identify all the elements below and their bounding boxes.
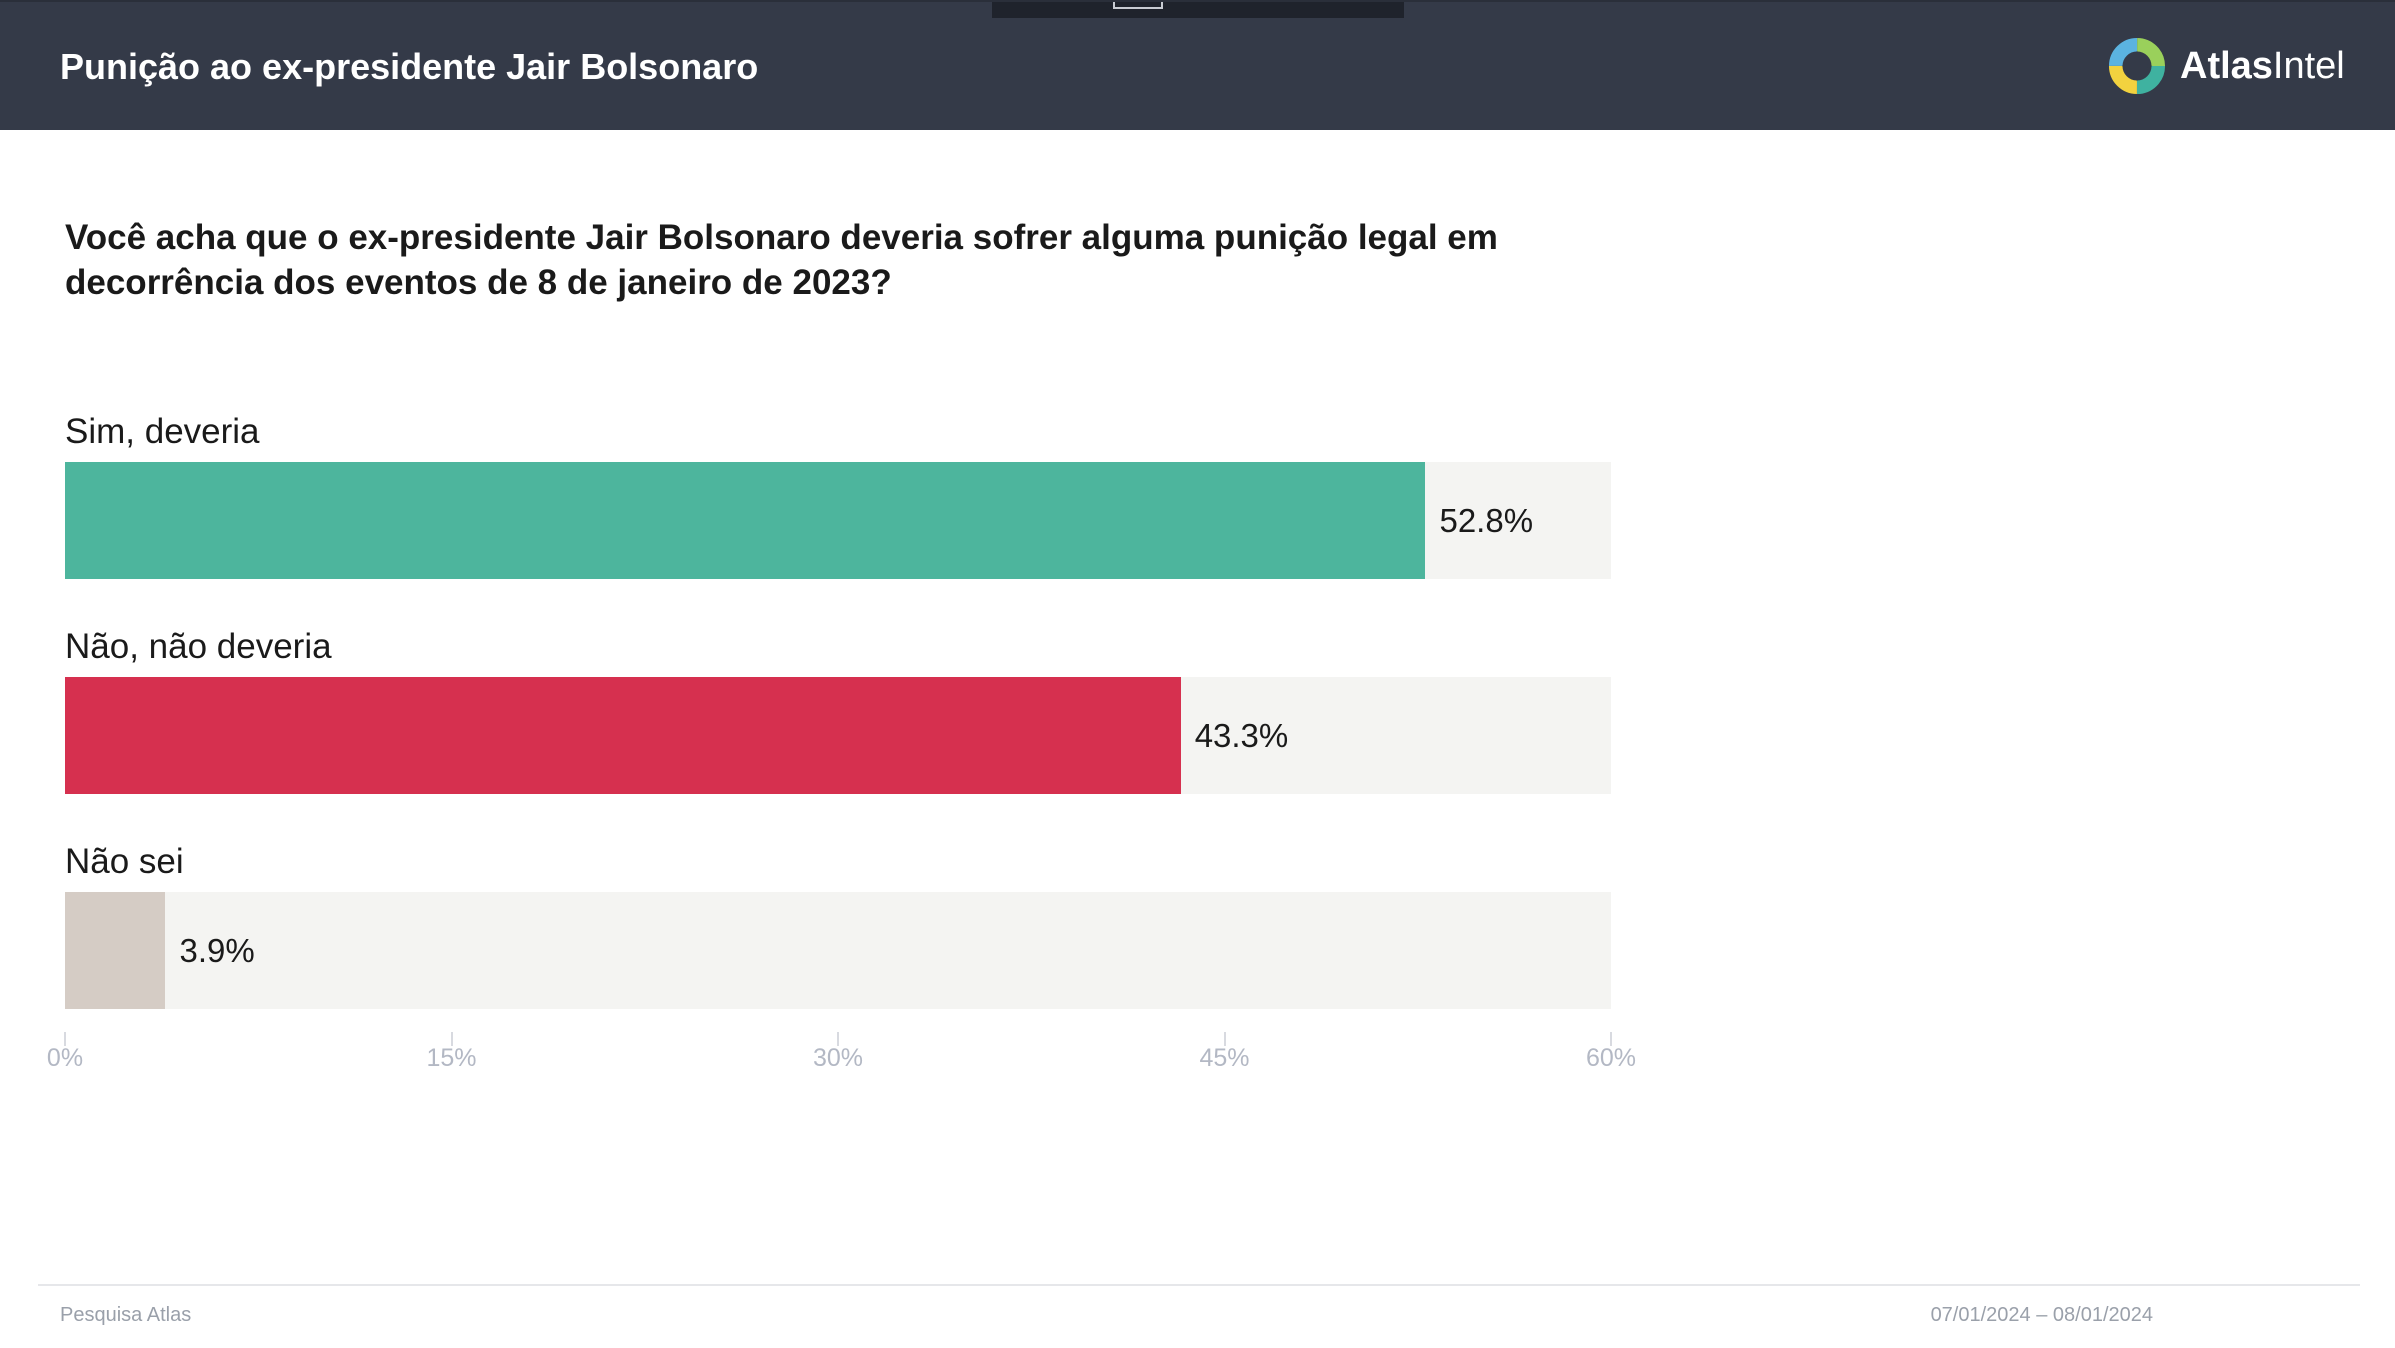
x-axis-tick-label: 30%	[812, 1044, 864, 1072]
x-axis-tick	[64, 1032, 66, 1046]
bar-track: 43.3%	[65, 677, 1611, 794]
atlasintel-logo-icon	[2108, 37, 2166, 95]
value-label: 52.8%	[1439, 502, 1534, 539]
category-label: Não sei	[65, 842, 184, 881]
header-bar: Punição ao ex-presidente Jair Bolsonaro …	[0, 0, 2395, 130]
x-axis-tick-label: 15%	[426, 1044, 477, 1072]
value-label: 3.9%	[179, 932, 255, 969]
atlasintel-logo: AtlasIntel	[2108, 36, 2345, 96]
x-axis-tick	[837, 1032, 839, 1046]
logo-wordmark: AtlasIntel	[2180, 45, 2345, 88]
x-axis-tick	[450, 1032, 453, 1046]
x-axis-tick-label: 60%	[1585, 1044, 1637, 1072]
header-tab-handle[interactable]	[1113, 2, 1163, 9]
x-axis-tick	[1223, 1032, 1226, 1046]
x-axis-tick	[1610, 1032, 1612, 1046]
value-label: 43.3%	[1194, 717, 1289, 754]
x-axis-tick-label: 0%	[46, 1044, 84, 1072]
bar	[65, 892, 166, 1009]
footer-source: Pesquisa Atlas	[60, 1304, 192, 1326]
chart-question-title: Você acha que o ex-presidente Jair Bolso…	[65, 218, 1498, 302]
bar	[65, 462, 1426, 579]
footer-dates: 07/01/2024 – 08/01/2024	[1930, 1304, 2153, 1326]
bar-track: 52.8%	[65, 462, 1611, 579]
logo-wordmark-bold: Atlas	[2180, 44, 2273, 87]
header-tab	[992, 2, 1404, 18]
logo-wordmark-regular: Intel	[2272, 44, 2345, 87]
category-label: Sim, deveria	[65, 412, 260, 451]
bar	[65, 677, 1181, 794]
bar-track: 3.9%	[65, 892, 1611, 1009]
category-label: Não, não deveria	[65, 627, 332, 666]
footer-divider	[38, 1284, 2360, 1286]
x-axis-tick-label: 45%	[1199, 1044, 1250, 1072]
page-title: Punição ao ex-presidente Jair Bolsonaro	[60, 46, 759, 87]
